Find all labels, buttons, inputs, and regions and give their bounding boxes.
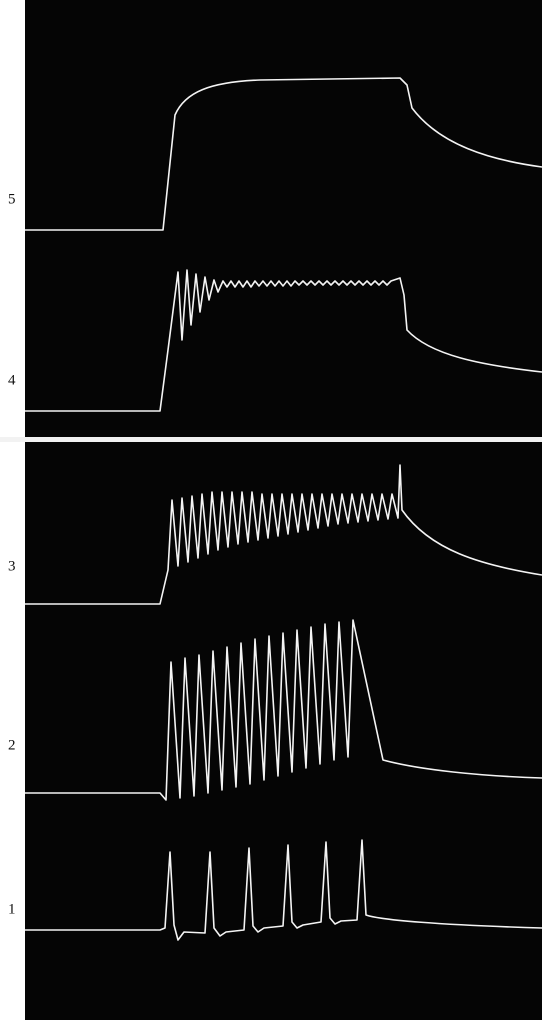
trace-label: 4 <box>8 372 16 388</box>
page: {"labels": ["5", "4", "3", "2", "1"]} 5 … <box>0 0 542 1020</box>
separator <box>0 437 542 442</box>
trace-label: 3 <box>8 558 16 574</box>
trace-label: 1 <box>8 901 16 917</box>
dark-panel <box>25 0 542 1020</box>
trace-label: 2 <box>8 737 16 753</box>
figure: 5 4 3 2 1 <box>0 0 542 1020</box>
trace-label: 5 <box>8 191 16 207</box>
